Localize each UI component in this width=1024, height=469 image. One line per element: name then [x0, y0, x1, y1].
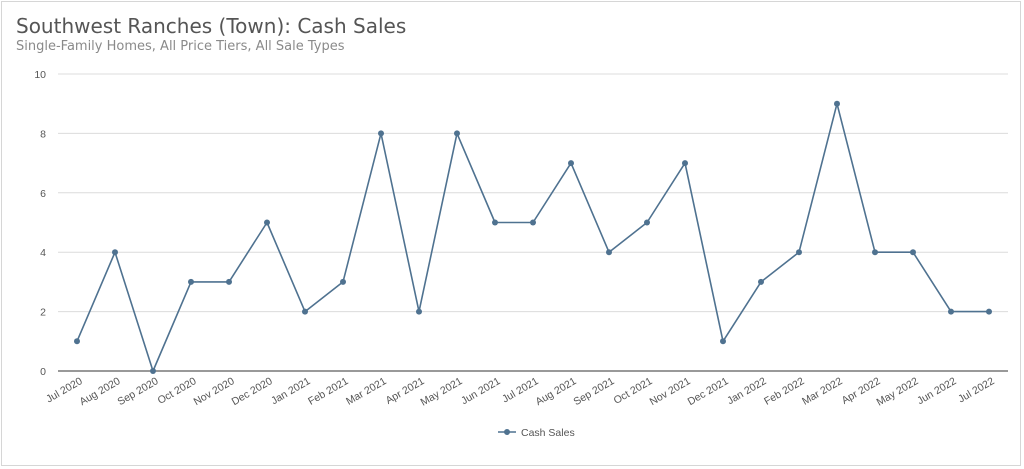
chart-subtitle: Single-Family Homes, All Price Tiers, Al… — [16, 39, 345, 54]
x-tick-label: Aug 2021 — [534, 375, 579, 408]
data-point — [454, 130, 460, 137]
x-tick-label: Oct 2020 — [156, 375, 199, 407]
x-tick-label: Dec 2021 — [686, 375, 731, 408]
x-tick-label: Mar 2021 — [344, 375, 389, 408]
x-tick-label: Jan 2021 — [269, 375, 313, 407]
x-tick-label: Mar 2022 — [800, 375, 845, 408]
x-tick-label: Dec 2020 — [230, 375, 275, 408]
x-tick-label: Aug 2020 — [78, 375, 123, 408]
x-tick-label: Jul 2022 — [956, 375, 997, 405]
data-point — [644, 219, 650, 226]
data-point — [416, 308, 422, 315]
legend-label: Cash Sales — [521, 427, 575, 439]
data-point — [530, 219, 536, 226]
series-line — [76, 102, 989, 372]
data-point — [758, 278, 764, 285]
x-tick-label: Feb 2021 — [306, 375, 351, 408]
data-point — [682, 160, 688, 167]
x-tick-label: Jan 2022 — [725, 375, 769, 407]
data-point — [226, 278, 232, 285]
data-point — [796, 249, 802, 256]
data-point — [948, 308, 954, 315]
x-tick-label: Sep 2021 — [572, 375, 617, 408]
data-point — [74, 338, 80, 345]
legend-marker — [504, 429, 510, 435]
data-point — [568, 160, 574, 167]
data-point — [606, 249, 612, 256]
x-tick-label: Nov 2021 — [648, 375, 693, 408]
data-point — [150, 368, 156, 374]
data-point — [986, 308, 992, 315]
y-tick-label: 0 — [40, 366, 46, 378]
x-tick-label: Sep 2020 — [116, 375, 161, 408]
x-tick-label: Oct 2021 — [612, 375, 655, 407]
chart-title: Southwest Ranches (Town): Cash Sales — [16, 14, 407, 38]
x-tick-label: Jun 2022 — [915, 375, 959, 407]
data-point — [188, 278, 194, 285]
data-point — [910, 249, 916, 256]
x-tick-label: Jun 2021 — [459, 375, 503, 407]
data-point — [378, 130, 384, 137]
x-tick-label: Feb 2022 — [762, 375, 807, 408]
data-point — [720, 338, 726, 345]
x-tick-label: Nov 2020 — [192, 375, 237, 408]
data-point — [264, 219, 270, 226]
data-point — [340, 278, 346, 285]
y-tick-label: 6 — [40, 188, 46, 200]
data-point — [872, 249, 878, 256]
data-point — [492, 219, 498, 226]
data-point — [112, 249, 118, 256]
y-tick-label: 4 — [40, 247, 46, 259]
data-point — [834, 100, 840, 107]
x-tick-label: May 2022 — [875, 375, 921, 409]
y-tick-label: 10 — [34, 69, 46, 81]
x-tick-label: May 2021 — [419, 375, 465, 409]
y-tick-label: 2 — [40, 307, 46, 319]
data-point — [302, 308, 308, 315]
y-tick-label: 8 — [40, 128, 46, 140]
